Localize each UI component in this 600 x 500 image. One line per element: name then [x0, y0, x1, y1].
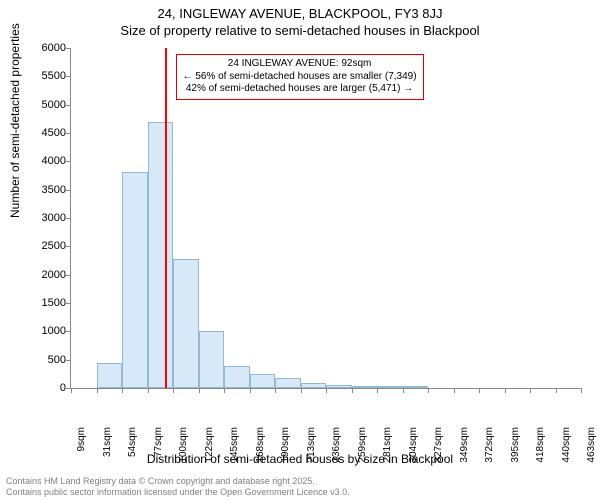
x-tick-mark: [454, 388, 455, 393]
x-tick-mark: [71, 388, 72, 393]
y-tick-label: 1000: [26, 325, 66, 337]
y-tick-mark: [66, 360, 71, 361]
histogram-bar: [173, 259, 199, 388]
histogram-bar: [352, 386, 378, 388]
x-tick-mark: [275, 388, 276, 393]
x-tick-mark: [505, 388, 506, 393]
y-tick-mark: [66, 133, 71, 134]
y-tick-label: 5000: [26, 99, 66, 111]
y-tick-label: 1500: [26, 297, 66, 309]
x-tick-mark: [377, 388, 378, 393]
plot-area: 24 INGLEWAY AVENUE: 92sqm ← 56% of semi-…: [70, 48, 581, 389]
x-tick-mark: [403, 388, 404, 393]
chart-title: 24, INGLEWAY AVENUE, BLACKPOOL, FY3 8JJ: [0, 0, 600, 23]
x-tick-mark: [530, 388, 531, 393]
histogram-bar: [377, 386, 403, 388]
histogram-bar: [250, 374, 276, 388]
y-tick-mark: [66, 303, 71, 304]
y-axis-label: Number of semi-detached properties: [8, 23, 22, 218]
x-tick-mark: [556, 388, 557, 393]
x-tick-mark: [428, 388, 429, 393]
y-tick-label: 3500: [26, 184, 66, 196]
y-tick-label: 2000: [26, 269, 66, 281]
x-tick-mark: [173, 388, 174, 393]
footer-line1: Contains HM Land Registry data © Crown c…: [6, 476, 350, 487]
x-tick-mark: [148, 388, 149, 393]
y-tick-mark: [66, 105, 71, 106]
chart-container: 24, INGLEWAY AVENUE, BLACKPOOL, FY3 8JJ …: [0, 0, 600, 500]
marker-line: [165, 48, 167, 388]
y-tick-mark: [66, 275, 71, 276]
y-tick-label: 2500: [26, 240, 66, 252]
y-tick-mark: [66, 190, 71, 191]
y-tick-label: 500: [26, 354, 66, 366]
y-tick-mark: [66, 48, 71, 49]
y-tick-label: 0: [26, 382, 66, 394]
y-tick-label: 6000: [26, 42, 66, 54]
histogram-bar: [326, 385, 352, 388]
x-tick-mark: [581, 388, 582, 393]
annotation-line1: 24 INGLEWAY AVENUE: 92sqm: [183, 58, 417, 71]
y-tick-mark: [66, 161, 71, 162]
histogram-bar: [199, 331, 225, 388]
x-tick-mark: [250, 388, 251, 393]
histogram-bar: [224, 366, 250, 388]
y-tick-label: 5500: [26, 70, 66, 82]
x-tick-mark: [479, 388, 480, 393]
histogram-bar: [97, 363, 123, 388]
y-tick-mark: [66, 246, 71, 247]
histogram-bar: [148, 122, 174, 388]
histogram-bar: [122, 172, 148, 388]
chart-subtitle: Size of property relative to semi-detach…: [0, 23, 600, 40]
annotation-line3: 42% of semi-detached houses are larger (…: [183, 83, 417, 96]
y-tick-mark: [66, 218, 71, 219]
x-tick-mark: [97, 388, 98, 393]
annotation-box: 24 INGLEWAY AVENUE: 92sqm ← 56% of semi-…: [176, 54, 424, 100]
histogram-bar: [275, 378, 301, 388]
footer-text: Contains HM Land Registry data © Crown c…: [6, 476, 350, 498]
histogram-bar: [403, 386, 429, 388]
histogram-bar: [301, 383, 327, 388]
y-tick-label: 4000: [26, 155, 66, 167]
x-tick-mark: [301, 388, 302, 393]
y-tick-mark: [66, 331, 71, 332]
x-axis-label: Distribution of semi-detached houses by …: [0, 452, 600, 466]
annotation-line2: ← 56% of semi-detached houses are smalle…: [183, 71, 417, 84]
y-tick-label: 4500: [26, 127, 66, 139]
x-tick-mark: [352, 388, 353, 393]
y-tick-mark: [66, 76, 71, 77]
x-tick-mark: [224, 388, 225, 393]
x-tick-mark: [326, 388, 327, 393]
x-tick-mark: [199, 388, 200, 393]
footer-line2: Contains public sector information licen…: [6, 487, 350, 498]
x-tick-mark: [122, 388, 123, 393]
y-tick-label: 3000: [26, 212, 66, 224]
